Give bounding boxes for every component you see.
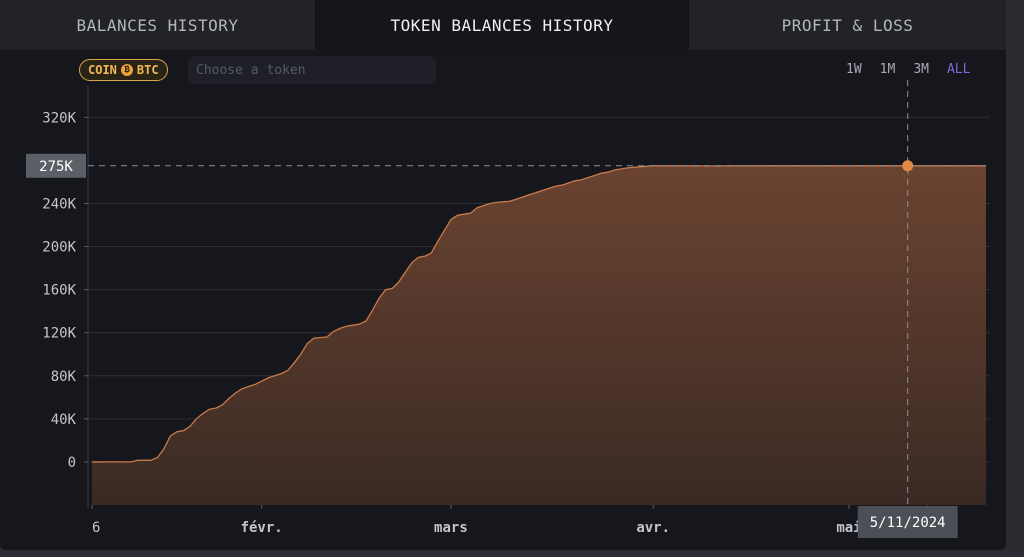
- balance-area-chart: 0 40K 80K 120K 160K 200K 240K 320K 6 févr. mars avr…: [26, 80, 990, 538]
- crosshair-date-label: 5/11/2024: [870, 515, 946, 531]
- balance-line: [91, 165, 986, 463]
- time-range-selector: 1W 1M 3M ALL: [846, 62, 970, 77]
- y-tick-label: 0: [68, 455, 76, 471]
- range-all[interactable]: ALL: [946, 62, 971, 77]
- tab-profit-and-loss[interactable]: PROFIT & LOSS: [689, 0, 1006, 50]
- x-tick-label: 6: [92, 520, 100, 536]
- chart-panel: BALANCES HISTORY TOKEN BALANCES HISTORY …: [0, 0, 1006, 550]
- y-tick-label: 320K: [42, 110, 76, 126]
- choose-token-input[interactable]: [188, 56, 436, 84]
- coin-badge-label: BTC: [136, 63, 159, 77]
- crosshair-date-box: [857, 506, 958, 538]
- crosshair-point: [902, 160, 914, 172]
- x-tick-label: févr.: [241, 520, 283, 536]
- x-tick-label: avr.: [636, 520, 670, 536]
- y-tick-label: 160K: [42, 283, 76, 299]
- x-tick-label: mars: [434, 520, 468, 536]
- crosshair-y-label: 275K: [39, 159, 73, 175]
- y-tick-label: 40K: [51, 412, 77, 428]
- coin-filter-badge[interactable]: COIN ₿ BTC: [79, 59, 168, 81]
- tab-bar: BALANCES HISTORY TOKEN BALANCES HISTORY …: [0, 0, 1006, 50]
- y-tick-label: 200K: [42, 240, 76, 256]
- balance-area: [92, 165, 986, 506]
- tab-balances-history[interactable]: BALANCES HISTORY: [0, 0, 315, 50]
- bitcoin-icon: ₿: [120, 64, 133, 76]
- y-tick-label: 80K: [51, 369, 77, 385]
- y-tick-label: 120K: [42, 326, 76, 342]
- tab-token-balances-history[interactable]: TOKEN BALANCES HISTORY: [315, 0, 689, 50]
- x-tick-label: mai: [836, 520, 861, 536]
- crosshair-y-box: [26, 153, 86, 178]
- range-1w[interactable]: 1W: [846, 62, 862, 77]
- range-1m[interactable]: 1M: [879, 62, 896, 77]
- coin-badge-prefix: COIN: [88, 63, 117, 77]
- y-tick-label: 240K: [42, 196, 76, 212]
- range-3m[interactable]: 3M: [913, 62, 929, 77]
